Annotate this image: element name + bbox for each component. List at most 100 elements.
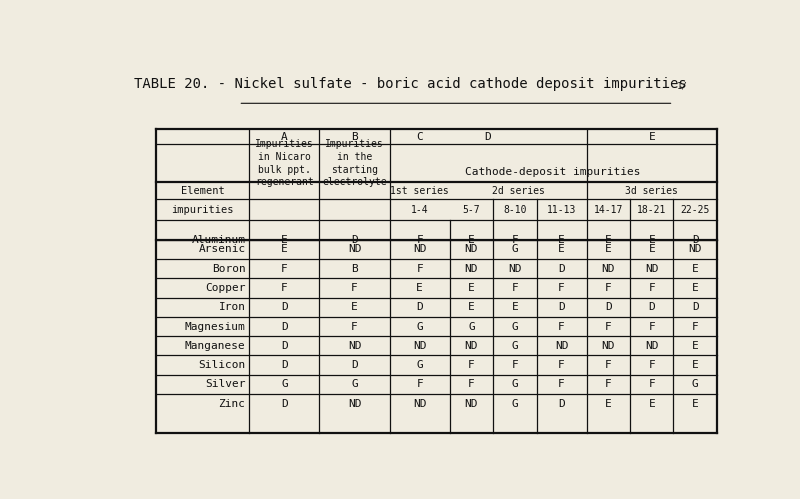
- Text: E: E: [558, 245, 565, 254]
- Text: E: E: [692, 264, 698, 274]
- Text: A: A: [281, 132, 288, 142]
- Text: G: G: [692, 379, 698, 389]
- Text: D: D: [351, 360, 358, 370]
- Text: F: F: [605, 379, 612, 389]
- Text: F: F: [416, 264, 423, 274]
- Text: G: G: [281, 379, 288, 389]
- Text: D: D: [692, 302, 698, 312]
- Text: Copper: Copper: [205, 283, 246, 293]
- Text: D: D: [558, 264, 565, 274]
- Text: D: D: [485, 132, 491, 142]
- Text: E: E: [468, 302, 474, 312]
- Text: Zinc: Zinc: [218, 399, 246, 409]
- Text: D: D: [281, 360, 288, 370]
- Text: Cathode-deposit impurities: Cathode-deposit impurities: [466, 167, 641, 177]
- Text: F: F: [416, 379, 423, 389]
- Text: F: F: [468, 379, 474, 389]
- Text: 22-25: 22-25: [681, 205, 710, 215]
- Text: E: E: [281, 245, 288, 254]
- Text: ND: ND: [508, 264, 522, 274]
- Text: E: E: [692, 283, 698, 293]
- Text: Iron: Iron: [218, 302, 246, 312]
- Text: F: F: [605, 283, 612, 293]
- Text: ND: ND: [645, 264, 658, 274]
- Text: ND: ND: [465, 264, 478, 274]
- Text: F: F: [648, 379, 655, 389]
- Text: E: E: [692, 399, 698, 409]
- Text: ND: ND: [348, 341, 362, 351]
- Text: E: E: [692, 341, 698, 351]
- Text: E: E: [648, 245, 655, 254]
- Text: ND: ND: [602, 264, 615, 274]
- Text: F: F: [511, 235, 518, 245]
- Text: F: F: [648, 360, 655, 370]
- Text: D: D: [281, 302, 288, 312]
- Text: F: F: [511, 360, 518, 370]
- Text: ND: ND: [465, 341, 478, 351]
- Text: F: F: [605, 321, 612, 331]
- Text: G: G: [511, 245, 518, 254]
- Text: F: F: [351, 321, 358, 331]
- Text: Silicon: Silicon: [198, 360, 246, 370]
- Text: F: F: [351, 283, 358, 293]
- Text: ND: ND: [465, 399, 478, 409]
- Text: D: D: [416, 302, 423, 312]
- Text: E: E: [605, 235, 612, 245]
- Text: TABLE 20. - Nickel sulfate - boric acid cathode deposit impurities: TABLE 20. - Nickel sulfate - boric acid …: [134, 77, 686, 91]
- Text: G: G: [511, 399, 518, 409]
- Text: E: E: [511, 302, 518, 312]
- Text: Impurities
in the
starting
electrolyte: Impurities in the starting electrolyte: [322, 139, 387, 187]
- Text: Impurities
in Nicaro
bulk ppt.
regenerant: Impurities in Nicaro bulk ppt. regeneran…: [255, 139, 314, 187]
- Text: F: F: [558, 379, 565, 389]
- Text: D: D: [558, 399, 565, 409]
- Text: F: F: [416, 235, 423, 245]
- Text: D: D: [648, 302, 655, 312]
- Text: 5-7: 5-7: [462, 205, 480, 215]
- Text: D: D: [281, 321, 288, 331]
- Text: B: B: [351, 132, 358, 142]
- Text: B: B: [351, 264, 358, 274]
- Text: C: C: [416, 132, 423, 142]
- Text: ND: ND: [555, 341, 568, 351]
- Text: 3d series: 3d series: [626, 186, 678, 196]
- Text: ND: ND: [465, 245, 478, 254]
- Text: D: D: [281, 341, 288, 351]
- Text: F: F: [558, 321, 565, 331]
- Text: F: F: [605, 360, 612, 370]
- Text: 8-10: 8-10: [503, 205, 526, 215]
- Text: ND: ND: [645, 341, 658, 351]
- Text: E: E: [605, 399, 612, 409]
- Text: 1/: 1/: [677, 81, 687, 90]
- Text: E: E: [468, 283, 474, 293]
- Text: ND: ND: [413, 399, 426, 409]
- Text: D: D: [558, 302, 565, 312]
- Text: G: G: [511, 379, 518, 389]
- Text: Aluminum: Aluminum: [191, 235, 246, 245]
- Text: Arsenic: Arsenic: [198, 245, 246, 254]
- Text: G: G: [511, 341, 518, 351]
- Text: ND: ND: [348, 399, 362, 409]
- Text: F: F: [692, 321, 698, 331]
- Text: 11-13: 11-13: [547, 205, 576, 215]
- Text: E: E: [351, 302, 358, 312]
- Text: Element: Element: [181, 186, 225, 196]
- Text: F: F: [648, 321, 655, 331]
- Text: F: F: [648, 283, 655, 293]
- Text: ND: ND: [602, 341, 615, 351]
- Text: E: E: [416, 283, 423, 293]
- Text: E: E: [692, 360, 698, 370]
- Text: E: E: [605, 245, 612, 254]
- Text: G: G: [351, 379, 358, 389]
- Text: F: F: [558, 360, 565, 370]
- Text: ND: ND: [413, 341, 426, 351]
- Text: 1-4: 1-4: [411, 205, 429, 215]
- Text: E: E: [558, 235, 565, 245]
- Text: D: D: [692, 235, 698, 245]
- Text: 2d series: 2d series: [492, 186, 545, 196]
- Text: G: G: [416, 321, 423, 331]
- Text: F: F: [281, 283, 288, 293]
- Text: Manganese: Manganese: [185, 341, 246, 351]
- Text: ND: ND: [689, 245, 702, 254]
- Text: F: F: [511, 283, 518, 293]
- Text: E: E: [648, 235, 655, 245]
